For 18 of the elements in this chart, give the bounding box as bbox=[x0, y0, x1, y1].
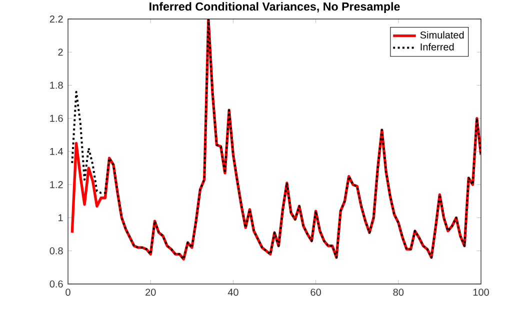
y-tick-label: 1.8 bbox=[50, 82, 63, 89]
x-tick-label: 20 bbox=[146, 288, 156, 296]
x-tick-label: 80 bbox=[393, 288, 404, 296]
y-tick-label: 2 bbox=[58, 48, 63, 56]
x-tick-label: 40 bbox=[228, 288, 238, 296]
chart-title: Inferred Conditional Variances, No Presample bbox=[150, 2, 400, 13]
x-tick-label: 60 bbox=[310, 288, 321, 296]
y-tick-label: 1 bbox=[58, 214, 63, 222]
y-tick-label: 0.6 bbox=[50, 280, 63, 288]
y-tick-label: 1.4 bbox=[50, 148, 64, 155]
x-tick-label: 100 bbox=[473, 288, 489, 296]
x-tick-label: 0 bbox=[66, 288, 70, 296]
y-tick-label: 0.8 bbox=[50, 247, 63, 254]
y-tick-label: 1.6 bbox=[50, 114, 63, 122]
y-tick-label: 1.2 bbox=[50, 181, 63, 188]
y-tick-label: 2.2 bbox=[50, 16, 63, 22]
legend-label: Simulated bbox=[420, 31, 464, 39]
legend-label: Inferred bbox=[420, 43, 454, 50]
